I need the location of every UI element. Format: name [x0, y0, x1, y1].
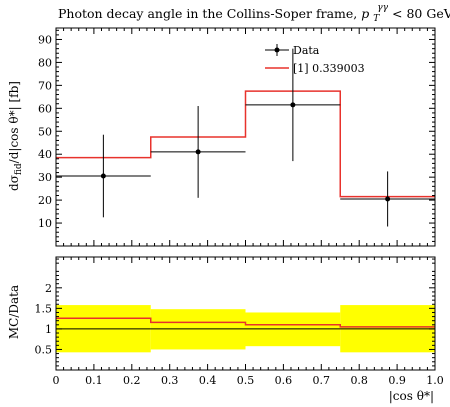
data-point	[385, 196, 391, 202]
y-tick-label: 50	[38, 125, 52, 138]
y-tick-label: 10	[38, 217, 52, 230]
x-tick-label: 0.7	[313, 374, 331, 387]
x-tick-label: 0.5	[237, 374, 255, 387]
y-tick-label: 60	[38, 102, 52, 115]
y-tick-label: 20	[38, 194, 52, 207]
x-tick-label: 0.4	[199, 374, 217, 387]
main-plot-panel: 10 20 30 40 50 60 70 80 90 Data [1] 0.339003	[38, 27, 436, 247]
ratio-plot-panel: 0.5 1 1.5 2 0 0.1 0.2 0.3 0.4 0.5 0.6 0.7 0.8 0.9 1.0	[35, 256, 444, 387]
ratio-y-tick-label: 1.5	[35, 302, 53, 315]
data-point	[100, 173, 106, 179]
x-tick-label: 0.2	[123, 374, 141, 387]
y-tick-label: 40	[38, 148, 52, 161]
chart-title: Photon decay angle in the Collins-Soper …	[58, 0, 450, 24]
ratio-mc-step-line	[56, 317, 435, 328]
y-tick-label: 90	[38, 33, 52, 46]
ratio-y-tick-label: 2	[45, 282, 52, 295]
x-tick-label: 1.0	[426, 374, 444, 387]
ratio-y-tick-label: 0.5	[35, 343, 53, 356]
y-axis-title-top: dσfid/d|cos θ*| [fb]	[7, 81, 24, 191]
y-axis-title-bottom: MC/Data	[7, 285, 21, 339]
y-tick-label: 30	[38, 171, 52, 184]
y-tick-label: 70	[38, 79, 52, 92]
x-tick-label: 0.8	[350, 374, 368, 387]
x-tick-label: 0.3	[161, 374, 179, 387]
x-tick-label: 0.6	[275, 374, 293, 387]
legend-label-data: Data	[293, 44, 320, 57]
data-point	[195, 149, 201, 155]
mc-step-line	[56, 90, 435, 198]
x-tick-label: 0.1	[85, 374, 103, 387]
legend-data-marker	[274, 47, 280, 53]
x-tick-label: 0.9	[388, 374, 406, 387]
y-tick-label: 80	[38, 56, 52, 69]
legend: Data [1] 0.339003	[265, 44, 365, 75]
legend-label-mc: [1] 0.339003	[293, 62, 365, 75]
x-tick-label: 0	[53, 374, 60, 387]
data-point	[290, 102, 296, 108]
x-axis-title: |cos θ*|	[389, 389, 434, 403]
ratio-y-tick-label: 1	[45, 323, 52, 336]
